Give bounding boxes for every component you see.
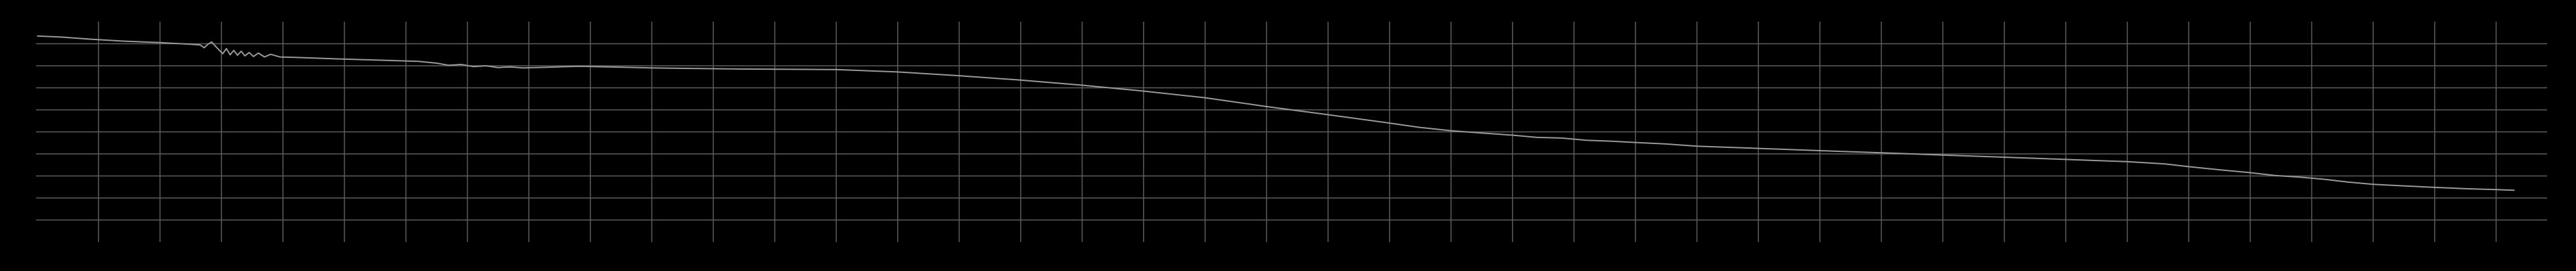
horizontal-gridlines	[36, 43, 2547, 221]
series-layer	[37, 35, 2515, 191]
series-line	[37, 35, 2515, 191]
